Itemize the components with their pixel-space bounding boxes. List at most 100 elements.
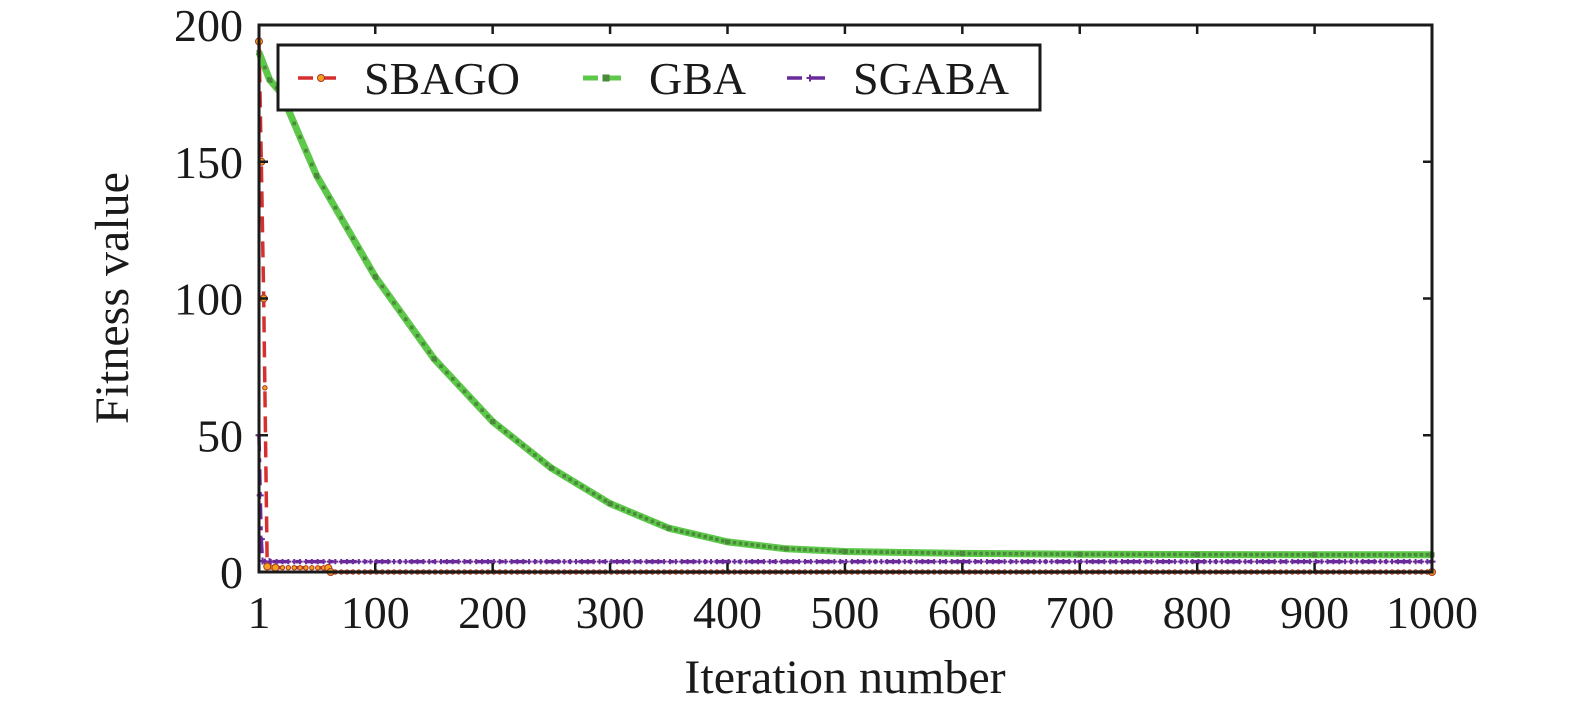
data-point [456,559,462,565]
data-point [902,559,908,565]
data-point [380,284,385,289]
data-point [1249,552,1253,557]
data-point [461,559,468,565]
data-point [279,564,286,571]
data-point [884,559,890,565]
data-point [1325,552,1330,557]
data-point [1049,552,1054,556]
data-point [878,559,884,565]
data-point [732,540,737,545]
data-point [567,559,573,565]
data-point [562,474,567,478]
data-point [1342,559,1348,565]
data-point [285,559,291,565]
data-point [321,185,326,190]
data-point [1178,552,1183,557]
data-point [1067,552,1071,556]
data-point [1337,552,1342,557]
data-point [309,565,315,571]
data-point [304,149,308,153]
data-point [761,559,767,565]
data-point [438,559,444,565]
data-point [297,559,303,565]
data-point [1184,559,1190,565]
data-point [1283,559,1289,565]
data-point [409,325,414,330]
data-point [856,549,860,554]
data-point [891,550,895,555]
data-point [1242,559,1248,565]
data-point [1284,552,1289,557]
data-point [1037,559,1043,565]
data-point [808,559,814,565]
data-point [538,559,544,565]
data-point [632,512,637,516]
data-point [1366,552,1371,557]
data-point [596,559,603,565]
data-point [1237,552,1242,557]
data-point [431,356,437,362]
data-point [356,559,362,565]
data-point [1113,559,1119,565]
data-point [738,541,743,546]
legend-entry-gba: GBA [583,53,746,104]
x-tick-label: 1 [248,587,271,638]
data-point [1360,552,1365,557]
data-point [842,548,848,554]
data-point [656,522,661,526]
data-point [267,77,273,83]
data-point [655,559,661,565]
data-point [385,559,391,565]
data-point [1060,559,1066,565]
data-point [403,559,409,565]
series-sgaba [255,431,1436,566]
data-point [527,448,531,453]
data-point [1277,559,1284,565]
data-point [391,559,397,565]
data-point [1407,559,1413,565]
data-point [614,559,620,565]
data-point [1096,552,1101,557]
data-point [1413,552,1418,557]
data-point [351,236,355,240]
data-point [539,457,543,462]
data-point [937,559,943,565]
data-point [474,402,479,406]
data-point [508,559,515,565]
data-point [426,559,432,565]
data-point [720,559,726,565]
data-point [731,559,738,565]
data-point [1301,559,1307,565]
series-gba [255,49,1435,559]
data-point [585,559,591,565]
data-point [1319,552,1324,557]
data-point [415,333,420,338]
data-point [548,465,554,471]
data-point [456,383,461,387]
data-point [621,507,625,511]
legend-box [276,43,1042,112]
data-point [1324,559,1331,565]
data-point [1120,552,1124,557]
data-point [263,562,272,571]
data-point [1014,551,1019,556]
data-point [1208,552,1212,557]
data-point [890,559,896,565]
data-point [520,559,526,565]
data-point [398,309,402,313]
data-point [1378,552,1383,557]
data-point [885,550,889,554]
data-point [802,559,808,565]
data-point [797,547,801,552]
y-axis-title: Fitness value [86,172,139,424]
data-point [1154,559,1160,565]
data-point [1043,552,1048,556]
series-layer [255,37,1436,576]
data-point [1194,551,1200,557]
data-point [750,542,754,547]
data-point [897,550,901,555]
data-point [644,517,649,521]
data-point [1225,559,1231,565]
data-point [679,559,685,565]
